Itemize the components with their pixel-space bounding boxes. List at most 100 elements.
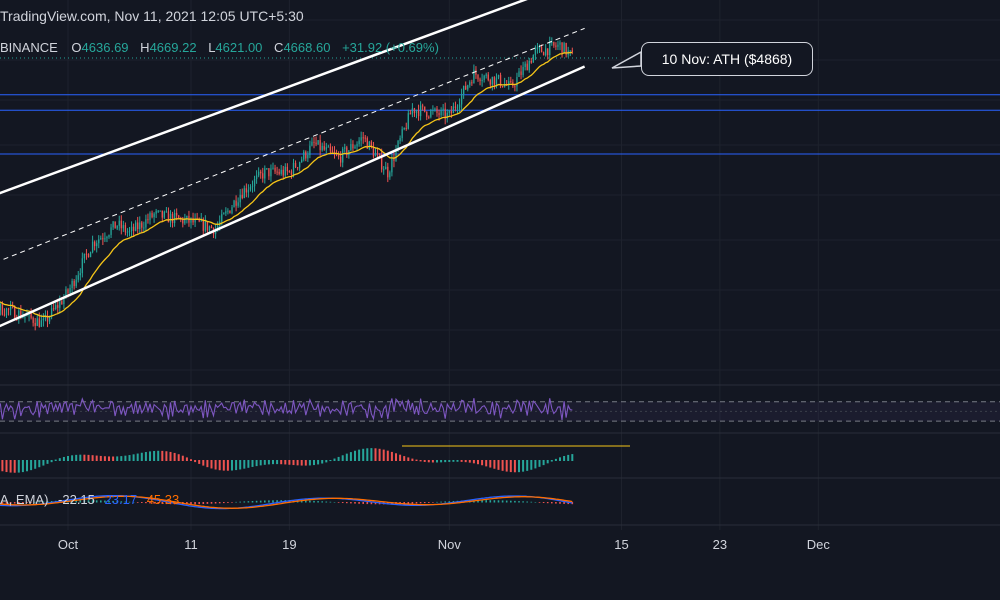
candle bbox=[245, 188, 248, 193]
macd-histogram-bar bbox=[309, 500, 311, 503]
candle bbox=[223, 213, 225, 215]
macd-histogram-bar bbox=[329, 501, 332, 503]
candle bbox=[477, 74, 479, 80]
candle bbox=[495, 77, 498, 85]
macd-histogram-bar bbox=[104, 500, 106, 503]
candle bbox=[385, 166, 387, 170]
candle bbox=[120, 220, 122, 229]
candle bbox=[532, 54, 535, 63]
histogram-bar bbox=[231, 460, 233, 471]
candle bbox=[403, 127, 405, 130]
candle bbox=[370, 141, 373, 147]
macd-histogram-bar bbox=[571, 502, 574, 505]
candle bbox=[46, 315, 49, 322]
candle bbox=[272, 167, 274, 169]
histogram-bar bbox=[567, 454, 570, 461]
candle bbox=[421, 105, 424, 107]
histogram-bar bbox=[308, 460, 311, 466]
candle bbox=[143, 227, 145, 229]
histogram-bar bbox=[157, 450, 160, 461]
change-value: +31.92 (+0.69%) bbox=[342, 40, 439, 55]
candle bbox=[360, 137, 362, 141]
candle bbox=[122, 225, 125, 229]
histogram-bar bbox=[419, 460, 422, 462]
x-tick-label: 15 bbox=[614, 537, 629, 552]
candle bbox=[34, 322, 36, 326]
candle bbox=[534, 48, 537, 55]
histogram-bar bbox=[444, 460, 447, 463]
candle bbox=[192, 217, 194, 223]
histogram-bar bbox=[1, 460, 4, 472]
histogram-bar bbox=[67, 456, 69, 461]
macd-histogram-bar bbox=[247, 501, 250, 503]
candle bbox=[465, 85, 467, 90]
candle bbox=[389, 172, 391, 178]
histogram-bar bbox=[243, 460, 246, 469]
candle bbox=[354, 146, 356, 149]
candle bbox=[210, 226, 213, 228]
candle bbox=[547, 48, 549, 56]
histogram-bar bbox=[497, 460, 500, 470]
candle bbox=[22, 316, 24, 318]
candle bbox=[296, 167, 299, 169]
close-label: C bbox=[274, 40, 284, 55]
candle bbox=[48, 317, 51, 322]
x-tick-label: Nov bbox=[437, 537, 461, 552]
histogram-bar bbox=[91, 455, 94, 461]
candle bbox=[526, 63, 528, 71]
candle bbox=[401, 129, 403, 139]
candle bbox=[175, 212, 178, 216]
macd-histogram-bar bbox=[358, 502, 360, 504]
x-tick-label: Dec bbox=[806, 537, 830, 552]
candle bbox=[479, 79, 481, 82]
candle bbox=[497, 75, 500, 78]
high-value: 4669.22 bbox=[149, 40, 197, 55]
histogram-bar bbox=[132, 454, 135, 461]
candle bbox=[571, 50, 573, 53]
candle bbox=[475, 69, 477, 75]
candle bbox=[397, 140, 399, 150]
candle bbox=[24, 316, 26, 318]
candle bbox=[325, 147, 327, 150]
histogram-bar bbox=[333, 458, 336, 461]
candle bbox=[528, 61, 530, 71]
macd-histogram-bar bbox=[214, 502, 217, 504]
candle bbox=[520, 71, 522, 75]
ath-callout: 10 Nov: ATH ($4868) bbox=[641, 42, 813, 76]
histogram-bar bbox=[251, 460, 254, 467]
macd-histogram-bar bbox=[317, 501, 319, 503]
candle bbox=[417, 110, 420, 117]
candle bbox=[67, 289, 69, 294]
macd-histogram-bar bbox=[83, 500, 86, 503]
macd-histogram-bar bbox=[411, 502, 414, 504]
candle bbox=[112, 221, 114, 228]
histogram-bar bbox=[136, 453, 139, 461]
macd-histogram-bar bbox=[436, 501, 438, 503]
macd-histogram-bar bbox=[534, 501, 537, 503]
candle bbox=[317, 140, 319, 145]
histogram-bar bbox=[493, 460, 496, 469]
histogram-bar bbox=[95, 455, 98, 461]
candle bbox=[399, 138, 401, 141]
macd-histogram-bar bbox=[5, 502, 8, 504]
histogram-bar bbox=[71, 455, 74, 461]
x-tick-label: 11 bbox=[184, 537, 198, 552]
candle bbox=[342, 148, 344, 163]
candle bbox=[38, 318, 40, 327]
candle bbox=[7, 308, 10, 310]
candle bbox=[522, 67, 524, 75]
macd-histogram-bar bbox=[235, 501, 237, 503]
histogram-bar bbox=[530, 460, 533, 470]
histogram-bar bbox=[83, 454, 86, 461]
macd-histogram-bar bbox=[268, 500, 270, 503]
candle bbox=[346, 147, 348, 156]
histogram-bar bbox=[9, 460, 12, 473]
histogram-bar bbox=[255, 460, 258, 467]
candle bbox=[510, 81, 512, 83]
candle bbox=[257, 171, 260, 176]
candle bbox=[557, 44, 559, 47]
candle bbox=[428, 116, 430, 118]
macd-histogram-bar bbox=[563, 502, 565, 504]
